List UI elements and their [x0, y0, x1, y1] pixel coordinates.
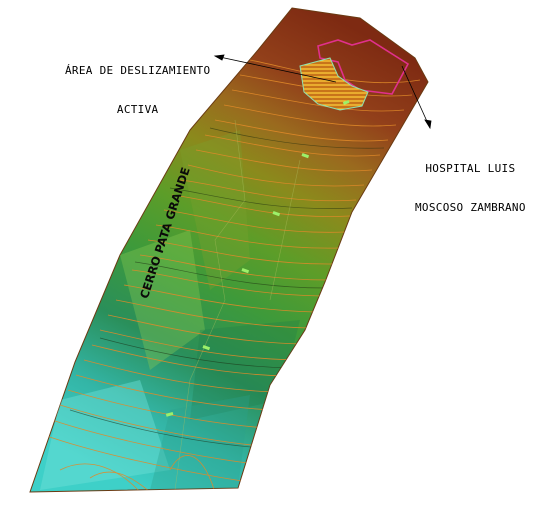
landslide-label-line1: ÁREA DE DESLIZAMIENTO	[65, 64, 211, 77]
index-contours	[69, 127, 385, 449]
contour-lines	[43, 59, 421, 492]
survey-markers	[165, 100, 350, 417]
hospital-label-line2: MOSCOSO ZAMBRANO	[415, 201, 526, 214]
landslide-label-line2: ACTIVA	[116, 103, 159, 116]
landslide-area	[299, 57, 369, 111]
landslide-label: ÁREA DE DESLIZAMIENTO ACTIVA	[65, 38, 210, 129]
ridge-lines	[174, 119, 301, 491]
hospital-label: HOSPITAL LUIS MOSCOSO ZAMBRANO	[415, 136, 526, 227]
hospital-leader	[401, 65, 432, 130]
hospital-footprint	[317, 39, 410, 95]
hospital-label-line1: HOSPITAL LUIS	[425, 162, 516, 175]
landslide-leader	[213, 54, 337, 83]
